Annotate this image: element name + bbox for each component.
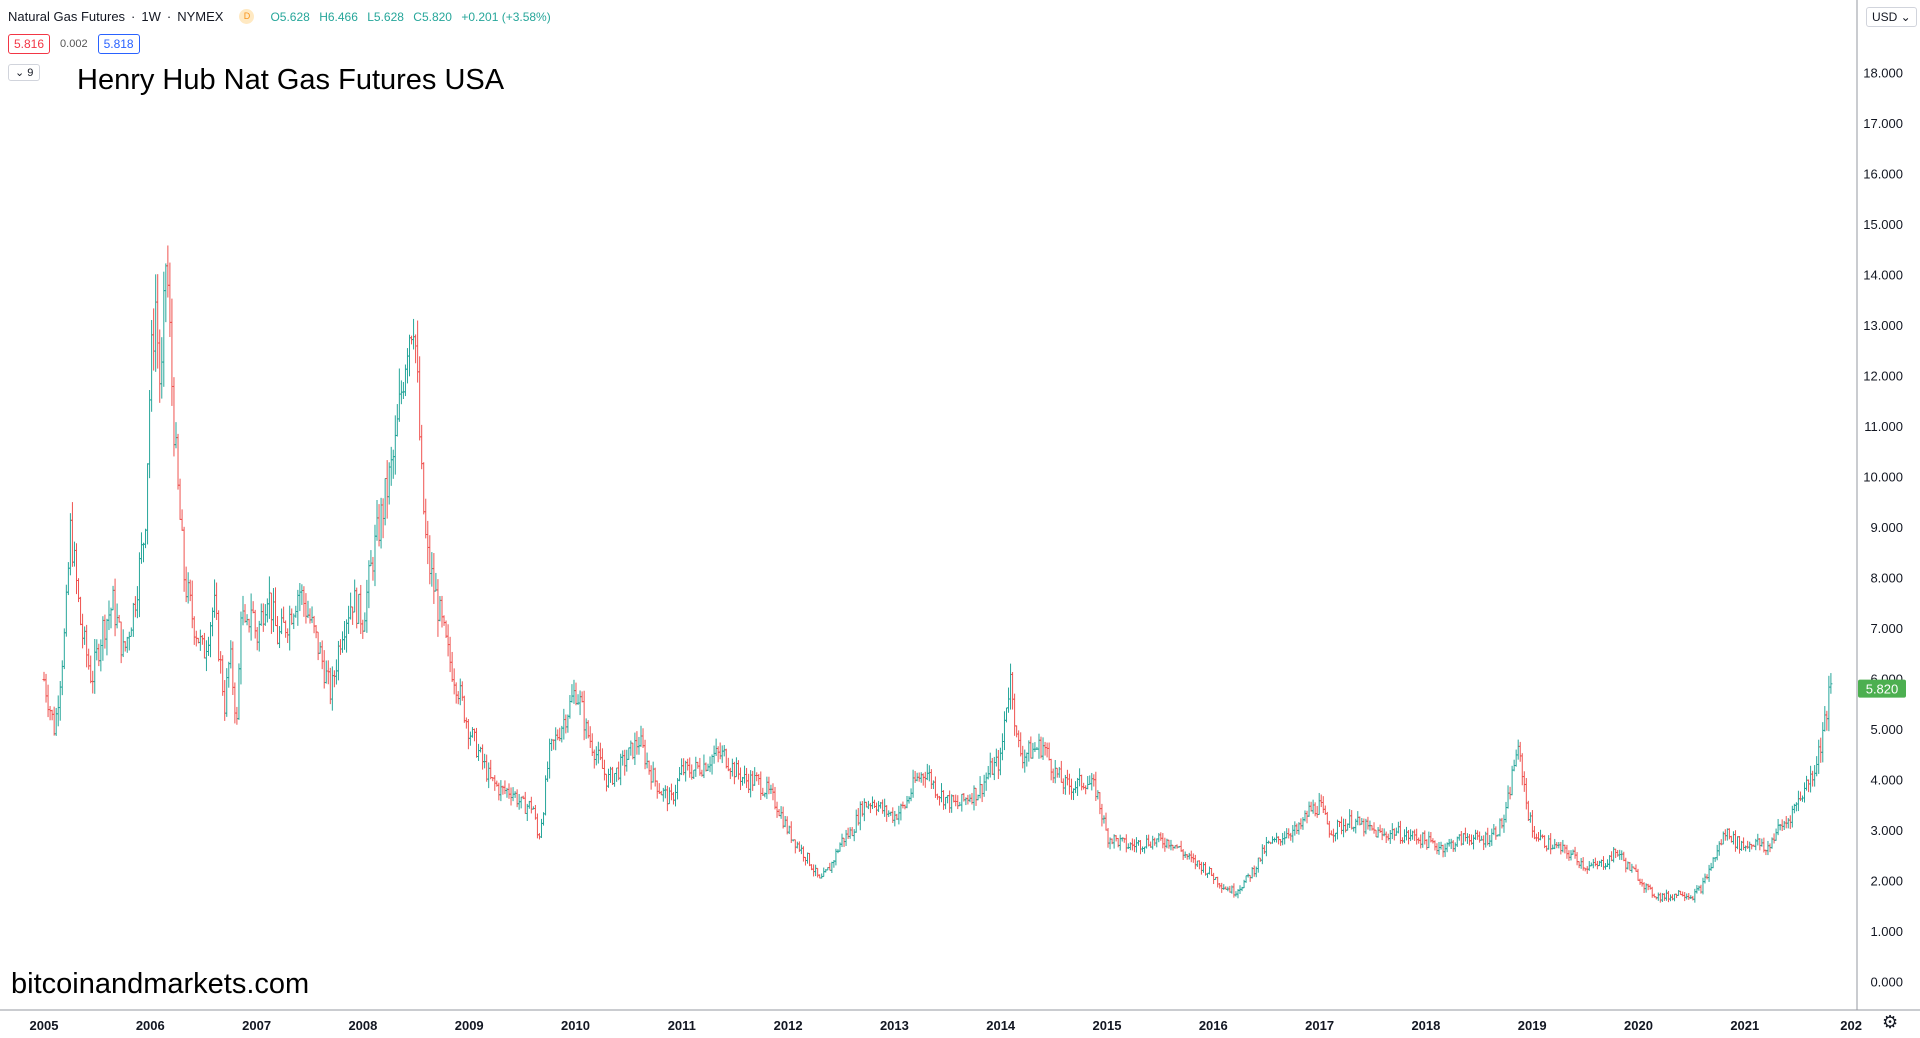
indicator-count: 9 [27,67,34,79]
ohlc-values: O5.628 H6.466 L5.628 C5.820 +0.201 (+3.5… [270,10,556,24]
close-value: C5.820 [413,9,452,24]
x-tick-label: 2016 [1199,1018,1228,1033]
y-tick-label: 11.000 [1864,419,1903,434]
chevron-down-icon: ⌄ [15,67,25,79]
x-tick-label: 2008 [348,1018,377,1033]
interval-label[interactable]: 1W [141,9,161,24]
x-tick-label: 2021 [1730,1018,1759,1033]
x-tick-label: 2014 [986,1018,1016,1033]
y-tick-label: 3.000 [1870,823,1903,838]
x-tick-label: 2006 [136,1018,165,1033]
x-tick-label: 2007 [242,1018,271,1033]
low-value: L5.628 [367,9,404,24]
y-tick-label: 12.000 [1863,369,1903,384]
x-tick-label: 2015 [1093,1018,1122,1033]
y-tick-label: 7.000 [1870,621,1903,636]
sell-price-button[interactable]: 5.816 [8,34,51,54]
change-value: +0.201 (+3.58%) [461,9,551,24]
x-tick-label: 202 [1840,1018,1862,1033]
y-tick-label: 18.000 [1863,66,1903,81]
y-tick-label: 1.000 [1870,924,1903,939]
x-tick-label: 2013 [880,1018,909,1033]
last-price-label: 5.820 [1866,682,1899,697]
open-value: O5.628 [270,9,310,24]
watermark-text: bitcoinandmarkets.com [11,968,310,1000]
x-tick-label: 2012 [774,1018,803,1033]
indicators-toggle[interactable]: ⌄ 9 [8,64,41,81]
chevron-down-icon: ⌄ [1897,10,1911,24]
trade-prices: 5.816 0.002 5.818 [8,34,140,54]
y-tick-label: 9.000 [1870,520,1903,535]
x-tick-label: 2005 [30,1018,59,1033]
x-tick-label: 2010 [561,1018,590,1033]
symbol-name[interactable]: Natural Gas Futures [8,9,126,24]
x-tick-label: 2020 [1624,1018,1653,1033]
y-tick-label: 14.000 [1863,268,1903,283]
buy-price-button[interactable]: 5.818 [97,34,140,54]
y-tick-label: 13.000 [1863,318,1903,333]
y-tick-label: 8.000 [1870,571,1903,586]
x-tick-label: 2018 [1411,1018,1440,1033]
symbol-legend[interactable]: Natural Gas Futures · 1W · NYMEX D O5.62… [8,9,557,24]
y-tick-label: 16.000 [1863,167,1903,182]
x-tick-label: 2009 [455,1018,484,1033]
spread-value: 0.002 [60,38,88,50]
currency-label: USD [1872,10,1898,24]
y-tick-label: 4.000 [1870,773,1903,788]
exchange-label: NYMEX [177,9,224,24]
y-tick-label: 17.000 [1863,116,1903,131]
x-tick-label: 2017 [1305,1018,1334,1033]
currency-selector[interactable]: USD ⌄ [1866,7,1917,27]
gear-icon[interactable]: ⚙ [1882,1012,1899,1032]
delayed-data-icon[interactable]: D [239,9,255,24]
x-tick-label: 2019 [1518,1018,1547,1033]
x-tick-label: 2011 [668,1018,696,1033]
y-tick-label: 5.000 [1870,722,1903,737]
last-price-marker [1858,679,1906,698]
y-tick-label: 10.000 [1863,470,1903,485]
high-value: H6.466 [319,9,358,24]
y-tick-label: 0.000 [1870,975,1903,990]
chart-title: Henry Hub Nat Gas Futures USA [77,64,505,96]
y-tick-label: 15.000 [1863,217,1903,232]
y-tick-label: 2.000 [1870,874,1903,889]
